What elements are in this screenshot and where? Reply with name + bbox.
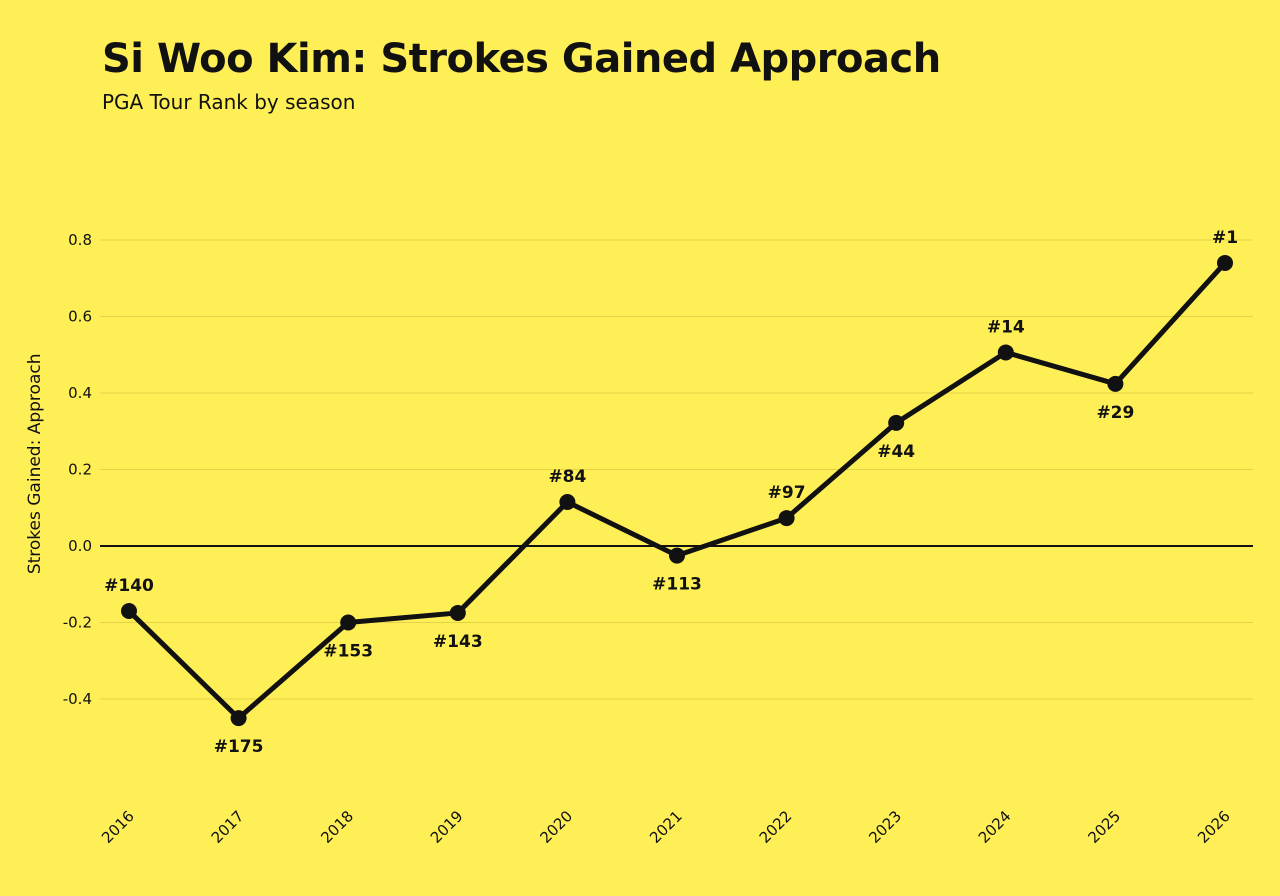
data-point: [230, 710, 247, 727]
y-tick-label: -0.2: [63, 614, 92, 632]
data-label: #97: [768, 483, 806, 503]
data-point: [778, 510, 795, 527]
x-tick-label: 2017: [208, 807, 248, 847]
data-point: [997, 344, 1014, 361]
y-tick-label: -0.4: [63, 690, 92, 708]
data-label: #1: [1212, 228, 1238, 248]
data-label: #143: [433, 632, 483, 652]
x-tick-label: 2021: [646, 807, 686, 847]
x-tick-label: 2025: [1084, 807, 1124, 847]
data-label: #29: [1096, 403, 1134, 423]
chart-title: Si Woo Kim: Strokes Gained Approach: [102, 36, 941, 82]
y-axis-label: Strokes Gained: Approach: [25, 354, 45, 575]
data-point: [340, 614, 357, 631]
data-label: #44: [877, 442, 915, 462]
data-point: [669, 547, 685, 564]
data-label: #175: [214, 737, 264, 757]
x-tick-label: 2016: [98, 807, 138, 847]
data-label: #113: [652, 575, 702, 595]
x-tick-label: 2026: [1194, 807, 1234, 847]
x-tick-label: 2023: [865, 807, 905, 847]
x-tick-label: 2018: [317, 807, 357, 847]
data-point: [1107, 375, 1124, 392]
y-tick-label: 0.8: [68, 231, 92, 249]
y-tick-label: 0.6: [68, 308, 92, 326]
series-line: [126, 260, 1228, 721]
data-point: [121, 603, 137, 620]
data-label: #14: [987, 317, 1025, 337]
y-tick-label: 0.0: [68, 537, 92, 555]
x-tick-label: 2024: [975, 807, 1015, 847]
chart-subtitle: PGA Tour Rank by season: [102, 90, 356, 114]
data-label: #84: [548, 467, 586, 487]
data-point: [559, 494, 576, 511]
x-tick-label: 2020: [536, 807, 576, 847]
data-point: [449, 604, 466, 621]
data-label: #140: [104, 576, 154, 596]
y-tick-label: 0.2: [68, 461, 92, 479]
data-point: [888, 414, 905, 431]
x-tick-label: 2019: [427, 807, 467, 847]
y-tick-label: 0.4: [68, 384, 92, 402]
x-tick-label: 2022: [756, 807, 796, 847]
data-label: #153: [323, 642, 373, 662]
data-point: [1217, 254, 1233, 271]
